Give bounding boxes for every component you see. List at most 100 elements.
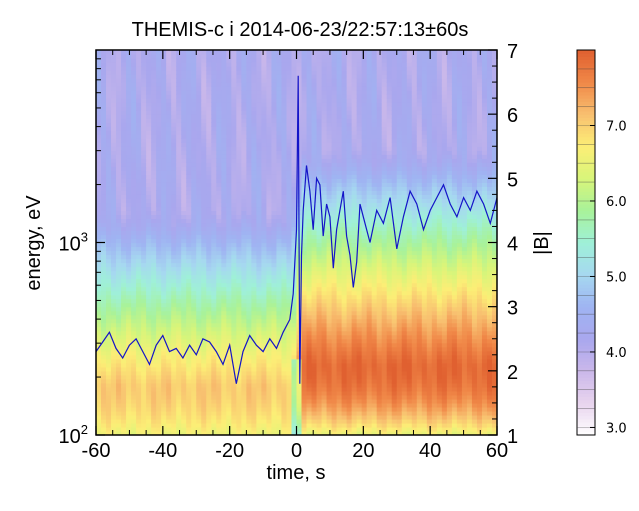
heatmap-cell	[341, 50, 348, 55]
heatmap-cell	[106, 54, 112, 59]
heatmap-cell	[146, 234, 152, 240]
heatmap-cell	[226, 394, 232, 400]
heatmap-cell	[306, 122, 313, 127]
heatmap-cell	[221, 134, 227, 139]
heatmap-cell	[186, 266, 192, 272]
heatmap-cell	[201, 362, 207, 368]
heatmap-cell	[206, 382, 212, 388]
heatmap-cell	[201, 238, 207, 244]
heatmap-cell	[171, 342, 177, 348]
heatmap-cell	[101, 202, 107, 208]
heatmap-cell	[266, 310, 273, 316]
heatmap-cell	[211, 222, 217, 228]
heatmap-cell	[196, 254, 202, 260]
heatmap-cell	[281, 282, 288, 288]
heatmap-cell	[181, 58, 187, 63]
heatmap-cell	[301, 254, 308, 260]
heatmap-cell	[131, 182, 137, 187]
heatmap-cell	[351, 362, 358, 368]
heatmap-cell	[191, 82, 197, 87]
heatmap-cell	[306, 358, 313, 364]
heatmap-cell	[301, 110, 308, 115]
heatmap-cell	[251, 306, 257, 312]
heatmap-cell	[306, 82, 313, 87]
heatmap-cell	[241, 94, 247, 99]
heatmap-cell	[206, 358, 212, 364]
heatmap-cell	[186, 234, 192, 240]
heatmap-cell	[116, 186, 122, 191]
heatmap-cell	[121, 174, 127, 179]
heatmap-cell	[121, 334, 127, 340]
heatmap-cell	[251, 234, 257, 240]
heatmap-cell	[306, 70, 313, 75]
heatmap-cell	[281, 318, 288, 324]
heatmap-cell	[206, 290, 212, 296]
heatmap-cell	[171, 54, 177, 59]
heatmap-cell	[316, 102, 323, 107]
heatmap-cell	[156, 390, 162, 396]
heatmap-cell	[161, 102, 167, 107]
heatmap-cell	[196, 150, 202, 155]
heatmap-cell	[251, 162, 257, 167]
heatmap-cell	[146, 354, 152, 360]
heatmap-cell	[231, 50, 237, 55]
heatmap-cell	[266, 146, 273, 151]
heatmap-cell	[336, 350, 343, 356]
heatmap-cell	[161, 362, 167, 368]
heatmap-cell	[166, 182, 172, 187]
heatmap-cell	[96, 130, 102, 135]
heatmap-cell	[156, 262, 162, 268]
heatmap-cell	[116, 54, 122, 59]
heatmap-cell	[126, 238, 132, 244]
heatmap-cell	[221, 226, 227, 232]
heatmap-cell	[346, 302, 353, 308]
heatmap-cell	[156, 162, 162, 167]
heatmap-cell	[266, 110, 273, 115]
heatmap-cell	[181, 406, 187, 412]
heatmap-cell	[211, 298, 217, 304]
heatmap-cell	[231, 54, 237, 59]
heatmap-cell	[196, 334, 202, 340]
heatmap-cell	[251, 178, 257, 183]
heatmap-cell	[181, 54, 187, 59]
heatmap-cell	[101, 414, 107, 420]
heatmap-cell	[306, 418, 313, 424]
heatmap-cell	[251, 330, 257, 336]
heatmap-cell	[146, 358, 152, 364]
heatmap-cell	[116, 62, 122, 67]
heatmap-cell	[226, 378, 232, 384]
heatmap-cell	[336, 194, 343, 199]
heatmap-cell	[256, 114, 263, 119]
heatmap-cell	[191, 274, 197, 280]
heatmap-cell	[346, 418, 353, 424]
heatmap-cell	[306, 366, 313, 372]
heatmap-cell	[121, 226, 127, 232]
heatmap-cell	[231, 430, 237, 435]
heatmap-cell	[136, 154, 142, 159]
heatmap-cell	[226, 362, 232, 368]
heatmap-cell	[256, 210, 263, 216]
heatmap-cell	[336, 302, 343, 308]
heatmap-cell	[191, 158, 197, 163]
heatmap-cell	[291, 150, 298, 155]
heatmap-cell	[331, 426, 338, 432]
heatmap-cell	[301, 322, 308, 328]
heatmap-cell	[201, 166, 207, 171]
heatmap-cell	[266, 230, 273, 236]
heatmap-cell	[246, 418, 252, 424]
heatmap-cell	[96, 238, 102, 244]
heatmap-cell	[121, 202, 127, 208]
heatmap-cell	[281, 98, 288, 103]
heatmap-cell	[256, 78, 263, 83]
heatmap-cell	[261, 198, 268, 203]
heatmap-cell	[101, 354, 107, 360]
heatmap-cell	[346, 82, 353, 87]
heatmap-cell	[221, 310, 227, 316]
heatmap-cell	[246, 390, 252, 396]
heatmap-cell	[141, 142, 147, 147]
heatmap-cell	[321, 238, 328, 244]
heatmap-cell	[211, 86, 217, 91]
heatmap-cell	[291, 198, 298, 203]
heatmap-cell	[236, 198, 242, 203]
heatmap-cell	[186, 338, 192, 344]
